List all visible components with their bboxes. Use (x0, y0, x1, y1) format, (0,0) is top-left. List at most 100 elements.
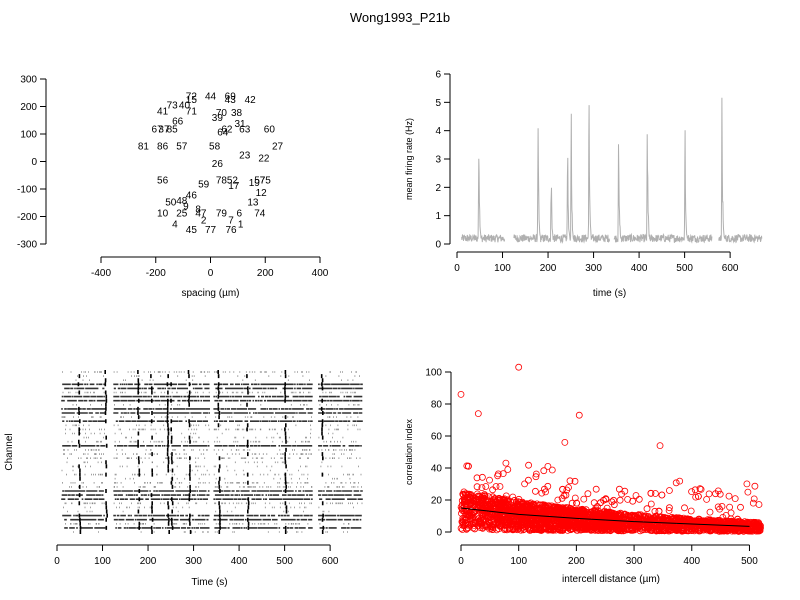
raster-channel (69, 486, 362, 488)
data-point (492, 497, 500, 505)
data-point (595, 522, 603, 530)
electrode-label: 17 (228, 181, 240, 192)
data-point (643, 505, 651, 513)
data-point (473, 483, 481, 491)
data-point (520, 507, 527, 515)
data-point (610, 496, 617, 504)
data-point (742, 526, 750, 534)
x-tick-label: 0 (208, 268, 214, 279)
electrode-label: 10 (157, 208, 169, 219)
y-tick-label: 300 (20, 75, 37, 86)
data-point (515, 363, 523, 371)
data-point (756, 524, 763, 532)
data-point (615, 519, 623, 526)
data-point (681, 504, 688, 512)
data-point (577, 522, 585, 529)
electrode-label: 23 (239, 151, 251, 162)
raster-burst (320, 374, 325, 534)
data-point (751, 482, 759, 490)
y-tick-label: 40 (431, 464, 443, 475)
data-point (688, 488, 695, 496)
raster-channel (64, 518, 362, 521)
electrode-label: 74 (254, 208, 266, 219)
raster-channel (65, 424, 357, 427)
data-point (661, 527, 668, 535)
firing-rate-series (718, 97, 763, 244)
data-point (516, 517, 524, 525)
data-point (685, 527, 692, 535)
electrode-label: 45 (186, 225, 198, 236)
electrode-label: 26 (212, 159, 224, 170)
data-point (610, 521, 618, 528)
data-point (695, 492, 702, 500)
x-tick-label: 500 (741, 556, 758, 567)
electrode-label: 46 (186, 191, 198, 202)
data-point (749, 499, 757, 507)
raster-channel (61, 408, 363, 410)
raster-channel (63, 453, 352, 455)
data-point (629, 497, 637, 505)
data-point (744, 488, 752, 496)
y-tick-label: 4 (435, 126, 441, 137)
data-point (477, 509, 485, 516)
data-point (525, 461, 532, 469)
raster-burst (77, 374, 82, 534)
data-point (559, 485, 566, 493)
electrode-label: 70 (216, 108, 228, 119)
electrode-label: 73 (167, 100, 179, 111)
y-axis-label: Channel (4, 433, 15, 470)
data-point (725, 520, 733, 528)
data-point (652, 526, 660, 534)
electrode-label: 43 (225, 95, 237, 106)
data-point (532, 511, 540, 518)
data-point (696, 485, 704, 493)
data-point (708, 526, 716, 533)
data-point (502, 459, 510, 467)
raster-channel (83, 436, 344, 439)
y-tick-label: 0 (31, 157, 37, 168)
data-point (495, 525, 503, 533)
y-tick-label: 80 (431, 400, 443, 411)
data-point (592, 485, 600, 493)
data-point (537, 524, 544, 531)
raster-burst (137, 370, 141, 530)
data-point (540, 514, 548, 521)
raster-channel (64, 527, 362, 529)
y-tick-label: -300 (17, 240, 37, 251)
data-point (555, 515, 563, 523)
data-point (473, 474, 481, 482)
y-tick-label: 3 (435, 155, 441, 166)
raster-channel (61, 469, 299, 472)
x-tick-label: 200 (257, 268, 274, 279)
raster-burst (187, 370, 192, 534)
raster-channel (62, 383, 363, 386)
data-point (647, 500, 655, 508)
data-point (467, 501, 475, 509)
data-point (464, 462, 472, 470)
data-point (595, 520, 603, 527)
data-point (597, 499, 604, 507)
raster-burst (217, 370, 221, 534)
electrode-label: 76 (225, 225, 237, 236)
data-point (562, 491, 570, 499)
electrode-label: 63 (239, 125, 251, 136)
x-tick-label: 500 (676, 263, 693, 274)
data-point (590, 509, 598, 517)
firing-rate-series (613, 130, 713, 244)
page-title: Wong1993_P21b (349, 10, 451, 25)
data-point (750, 495, 758, 503)
data-point (459, 519, 467, 526)
data-point (655, 527, 663, 535)
data-point (672, 479, 680, 487)
electrode-label: 48 (176, 196, 188, 207)
electrode-label: 79 (216, 208, 228, 219)
data-point (658, 491, 666, 499)
electrode-label: 27 (272, 142, 284, 153)
data-point (474, 492, 482, 500)
data-point (665, 507, 673, 514)
data-point (751, 525, 759, 533)
data-point (716, 526, 724, 533)
data-point (476, 519, 483, 526)
data-point (635, 495, 643, 503)
firing-rate-series (461, 158, 506, 243)
